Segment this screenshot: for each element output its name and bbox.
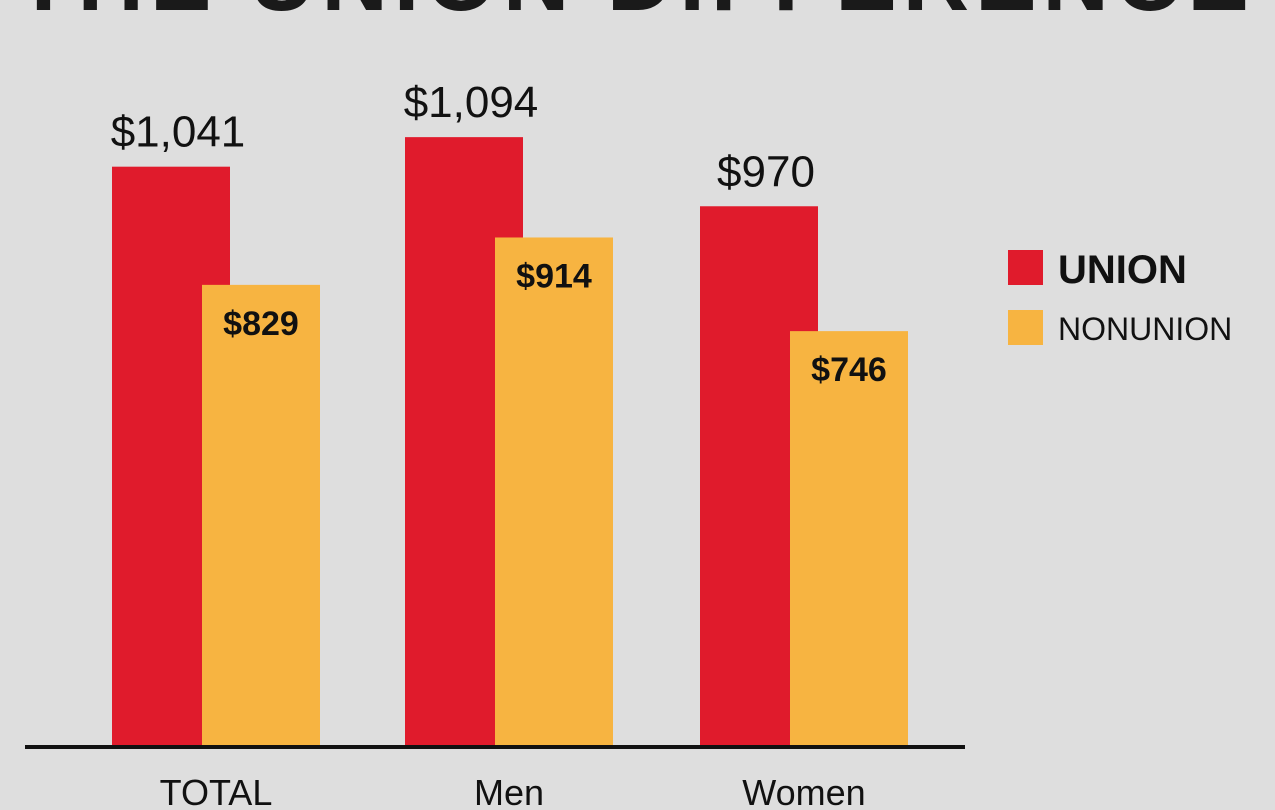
chart-title: THE UNION DIFFERENCE bbox=[15, 0, 1254, 30]
data-label-nonunion-men: $914 bbox=[516, 257, 592, 295]
bar-nonunion-men bbox=[495, 237, 613, 747]
data-label-nonunion-women: $746 bbox=[811, 351, 887, 389]
legend-label-nonunion: NONUNION bbox=[1058, 311, 1232, 347]
data-label-union-men: $1,094 bbox=[404, 78, 539, 127]
data-label-nonunion-total: $829 bbox=[223, 305, 299, 343]
bar-nonunion-women bbox=[790, 331, 908, 747]
data-label-union-women: $970 bbox=[717, 147, 815, 196]
legend-swatch-nonunion bbox=[1008, 310, 1043, 345]
category-labels: TOTAL Men Women bbox=[160, 772, 866, 810]
bars-group: $1,041 $829 $1,094 $914 $970 $746 bbox=[111, 78, 908, 748]
data-label-union-total: $1,041 bbox=[111, 108, 246, 157]
legend-swatch-union bbox=[1008, 250, 1043, 285]
legend-label-union: UNION bbox=[1058, 248, 1187, 292]
category-label-total: TOTAL bbox=[160, 772, 273, 810]
legend: UNION NONUNION bbox=[1008, 248, 1232, 347]
bar-nonunion-total bbox=[202, 284, 320, 747]
category-label-men: Men bbox=[474, 772, 544, 810]
category-label-women: Women bbox=[742, 772, 865, 810]
